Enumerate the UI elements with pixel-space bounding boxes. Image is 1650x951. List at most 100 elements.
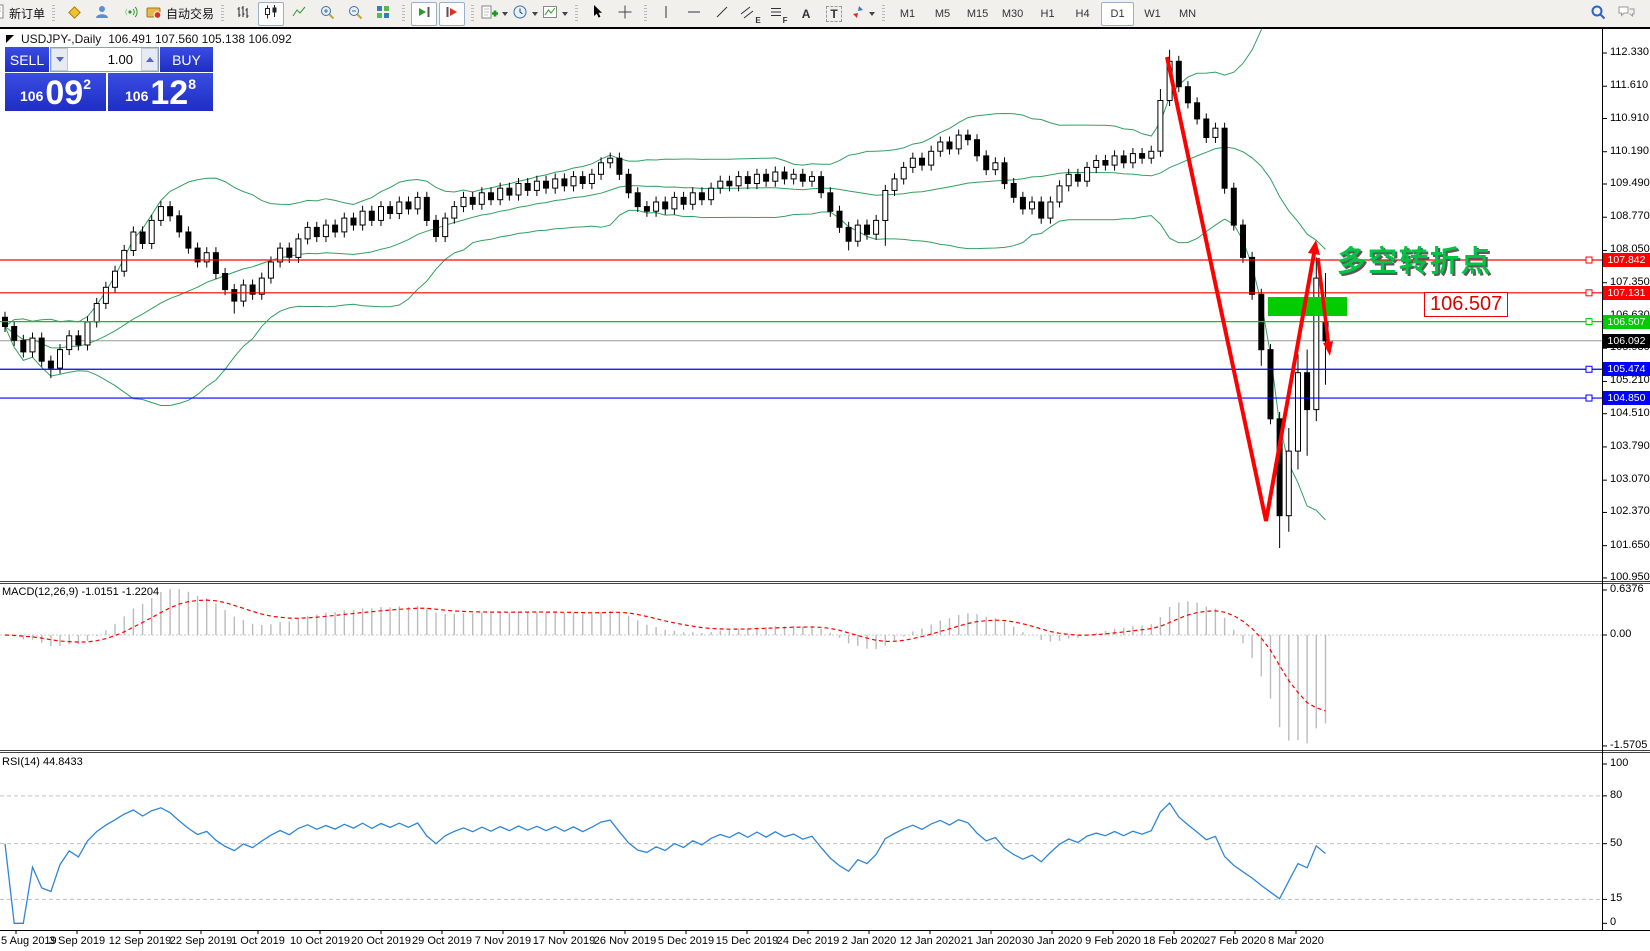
- candle: [185, 231, 192, 249]
- candle: [1285, 450, 1292, 517]
- dropdown-caret[interactable]: [869, 11, 876, 16]
- candle: [1084, 166, 1091, 182]
- cursor-button[interactable]: [584, 2, 610, 26]
- candle: [102, 286, 109, 304]
- zoom-in-icon: [319, 4, 336, 24]
- candle: [744, 176, 751, 185]
- window-top-border: [0, 27, 1650, 29]
- line-chart-button[interactable]: [286, 2, 312, 26]
- trend-arrow[interactable]: [1165, 56, 1317, 522]
- candle: [964, 134, 971, 141]
- price-callout-box[interactable]: 106.507: [1424, 292, 1509, 317]
- candle: [735, 176, 742, 187]
- candle: [93, 303, 100, 323]
- bar-chart-button[interactable]: [230, 2, 256, 26]
- candle: [643, 206, 650, 212]
- timeframe-D1[interactable]: D1: [1101, 1, 1135, 26]
- candle: [130, 231, 137, 251]
- candle: [533, 180, 540, 191]
- timeframe-M15[interactable]: M15: [966, 7, 989, 20]
- chart-corner-icon: [6, 35, 14, 43]
- trendline-button[interactable]: [709, 2, 735, 26]
- timeframe-H4[interactable]: H4: [1075, 7, 1090, 20]
- fibonacci-button[interactable]: F: [765, 2, 791, 26]
- rsi-panel[interactable]: [0, 795, 1602, 924]
- trend-arrow[interactable]: [1316, 257, 1331, 349]
- new-order-button[interactable]: 新订单: [0, 2, 46, 26]
- candle: [442, 217, 449, 238]
- date-axis[interactable]: 5 Aug 2019 3 Sep 2019 12 Sep 2019 22 Sep 20…: [0, 935, 1650, 951]
- candle: [900, 166, 907, 180]
- text-button[interactable]: A: [793, 2, 819, 26]
- candle: [341, 217, 348, 233]
- zoom-out-button[interactable]: [342, 2, 368, 26]
- macd-panel[interactable]: [0, 589, 1602, 744]
- candle: [258, 277, 265, 295]
- zoom-in-button[interactable]: [314, 2, 340, 26]
- candle: [753, 173, 760, 185]
- sell-button[interactable]: SELL: [5, 47, 49, 72]
- channel-button[interactable]: E: [737, 2, 763, 26]
- sell-price[interactable]: 106 09 2: [5, 73, 106, 111]
- candle: [1175, 60, 1182, 88]
- candle: [1102, 160, 1109, 166]
- candle: [772, 171, 779, 182]
- candle: [460, 196, 467, 208]
- timeframe-M5[interactable]: M5: [934, 7, 951, 20]
- timeframe-W1[interactable]: W1: [1144, 7, 1161, 20]
- signals-button[interactable]: [117, 2, 143, 26]
- candle: [937, 141, 944, 152]
- candle: [845, 226, 852, 242]
- timeframe-H1[interactable]: H1: [1040, 7, 1055, 20]
- arrows-button[interactable]: [849, 2, 876, 26]
- candle: [414, 196, 421, 210]
- volume-input[interactable]: 1.00: [107, 52, 133, 67]
- dropdown-caret[interactable]: [562, 11, 569, 16]
- tile-windows-button[interactable]: [370, 2, 396, 26]
- candle: [112, 270, 118, 288]
- candle: [231, 289, 238, 302]
- templates-button[interactable]: [541, 2, 569, 26]
- periods-button[interactable]: [511, 2, 539, 26]
- line-handle: [1585, 289, 1593, 297]
- volume-decrease-button[interactable]: [51, 48, 68, 71]
- buy-price[interactable]: 106 12 8: [108, 73, 213, 111]
- turning-point-annotation[interactable]: 多空转折点: [1337, 246, 1493, 278]
- fibonacci-glyph: F: [782, 15, 788, 25]
- crosshair-button[interactable]: [612, 2, 638, 26]
- buy-button[interactable]: BUY: [160, 47, 213, 72]
- chart-ohlc-values: 106.491 107.560 105.138 106.092: [108, 32, 292, 46]
- volume-increase-button[interactable]: [141, 48, 158, 71]
- timeframe-M1[interactable]: M1: [899, 7, 916, 20]
- toolbar: 新订单 自动交易: [0, 0, 1650, 27]
- vertical-line-button[interactable]: [653, 2, 679, 26]
- market-depth-button[interactable]: [89, 2, 115, 26]
- toolbar-grip: [575, 4, 579, 23]
- dropdown-caret[interactable]: [502, 11, 509, 16]
- tile-windows-icon: [375, 4, 391, 23]
- candle: [983, 155, 990, 171]
- timeframe-M30[interactable]: M30: [1001, 7, 1024, 20]
- candle: [561, 178, 568, 187]
- search-button[interactable]: [1585, 2, 1611, 26]
- metaquotes-button[interactable]: [61, 2, 87, 26]
- dropdown-caret[interactable]: [532, 11, 539, 16]
- auto-scroll-button[interactable]: [411, 1, 438, 26]
- sell-price-big: 09: [45, 74, 84, 112]
- chat-button[interactable]: [1613, 2, 1639, 26]
- candle: [405, 201, 412, 210]
- indicators-button[interactable]: [480, 2, 509, 26]
- chart-shift-button[interactable]: [439, 1, 466, 26]
- candle: [167, 206, 174, 217]
- candlestick-chart-button[interactable]: [258, 1, 285, 26]
- timeframe-MN[interactable]: MN: [1178, 7, 1197, 20]
- autotrading-button[interactable]: 自动交易: [145, 2, 215, 26]
- highlight-box[interactable]: [1268, 297, 1347, 316]
- candle: [267, 261, 274, 279]
- text-label-button[interactable]: T: [821, 2, 847, 26]
- main-panel[interactable]: [0, 0, 1602, 548]
- candle: [708, 187, 715, 201]
- date-tick: 3 Sep 2019: [48, 935, 106, 947]
- horizontal-line-button[interactable]: [681, 2, 707, 26]
